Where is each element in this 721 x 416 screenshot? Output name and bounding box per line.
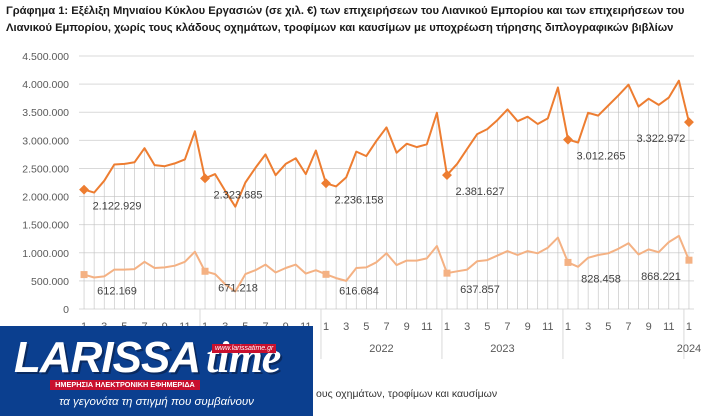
x-tick-label: 3 <box>343 321 349 333</box>
y-tick-label: 4.500.000 <box>22 51 69 63</box>
series-line-1 <box>83 79 690 208</box>
data-label: 612.169 <box>97 286 137 298</box>
data-marker <box>201 267 209 275</box>
x-tick-label: 5 <box>363 321 369 333</box>
year-label: 2024 <box>677 343 701 355</box>
x-tick-label: 11 <box>542 321 553 333</box>
legend-text: ους οχημάτων, τροφίμων και καυσίμων <box>316 388 498 400</box>
y-tick-label: 2.000.000 <box>22 192 69 204</box>
x-tick-label: 11 <box>663 321 674 333</box>
data-label: 2.236.158 <box>335 194 384 206</box>
y-tick-label: 500.000 <box>31 276 69 288</box>
year-label: 2022 <box>369 343 393 355</box>
x-tick-label: 7 <box>625 321 631 333</box>
data-marker <box>322 270 330 278</box>
x-tick-label: 1 <box>565 321 571 333</box>
chart-title: Γράφημα 1: Εξέλιξη Μηνιαίου Κύκλου Εργασ… <box>6 5 685 34</box>
y-tick-label: 1.500.000 <box>22 220 69 232</box>
data-label: 868.221 <box>641 271 681 283</box>
x-tick-label: 1 <box>323 321 329 333</box>
data-label: 828.458 <box>581 273 621 285</box>
y-tick-label: 3.000.000 <box>22 135 69 147</box>
data-label: 3.012.265 <box>577 151 626 163</box>
x-tick-label: 9 <box>646 321 652 333</box>
data-marker <box>564 258 572 266</box>
x-tick-label: 5 <box>484 321 490 333</box>
data-marker <box>200 173 210 184</box>
data-label: 616.684 <box>339 285 379 297</box>
data-label: 2.122.929 <box>93 201 142 213</box>
y-tick-label: 4.000.000 <box>22 79 69 91</box>
larissatime-logo[interactable]: LARISSA time www.larissatime.gr ΗΜΕΡΗΣΙΑ … <box>0 326 313 416</box>
x-tick-label: 9 <box>404 321 410 333</box>
x-tick-label: 7 <box>383 321 389 333</box>
x-tick-label: 9 <box>525 321 531 333</box>
x-tick-label: 5 <box>605 321 611 333</box>
data-marker <box>79 184 89 195</box>
y-tick-label: 3.500.000 <box>22 107 69 119</box>
x-tick-label: 1 <box>686 321 692 333</box>
data-marker <box>685 256 693 264</box>
y-tick-label: 0 <box>63 304 69 316</box>
y-tick-label: 1.000.000 <box>22 248 69 260</box>
x-tick-label: 3 <box>464 321 470 333</box>
data-marker <box>443 269 451 277</box>
data-marker <box>321 178 331 189</box>
logo-strip: ΗΜΕΡΗΣΙΑ ΗΛΕΚΤΡΟΝΙΚΗ ΕΦΗΜΕΡΙΔΑ <box>50 380 200 390</box>
data-marker <box>684 117 694 128</box>
x-tick-label: 7 <box>504 321 510 333</box>
logo-tagline: τα γεγονότα τη στιγμή που συμβαίνουν <box>59 396 254 408</box>
data-label: 2.381.627 <box>456 186 505 198</box>
x-tick-label: 3 <box>585 321 591 333</box>
x-tick-label: 11 <box>421 321 432 333</box>
x-tick-label: 1 <box>444 321 450 333</box>
data-label: 671.218 <box>218 282 258 294</box>
logo-brand: LARISSA time <box>14 333 281 382</box>
data-label: 637.857 <box>460 284 500 296</box>
data-marker <box>80 271 88 279</box>
series-line-2 <box>83 234 690 293</box>
year-label: 2023 <box>490 343 514 355</box>
data-label: 2.323.685 <box>214 189 263 201</box>
logo-url: www.larissatime.gr <box>212 344 277 353</box>
y-tick-label: 2.500.000 <box>22 163 69 175</box>
data-label: 3.322.972 <box>636 133 685 145</box>
data-marker <box>563 134 573 145</box>
data-marker <box>442 170 452 181</box>
